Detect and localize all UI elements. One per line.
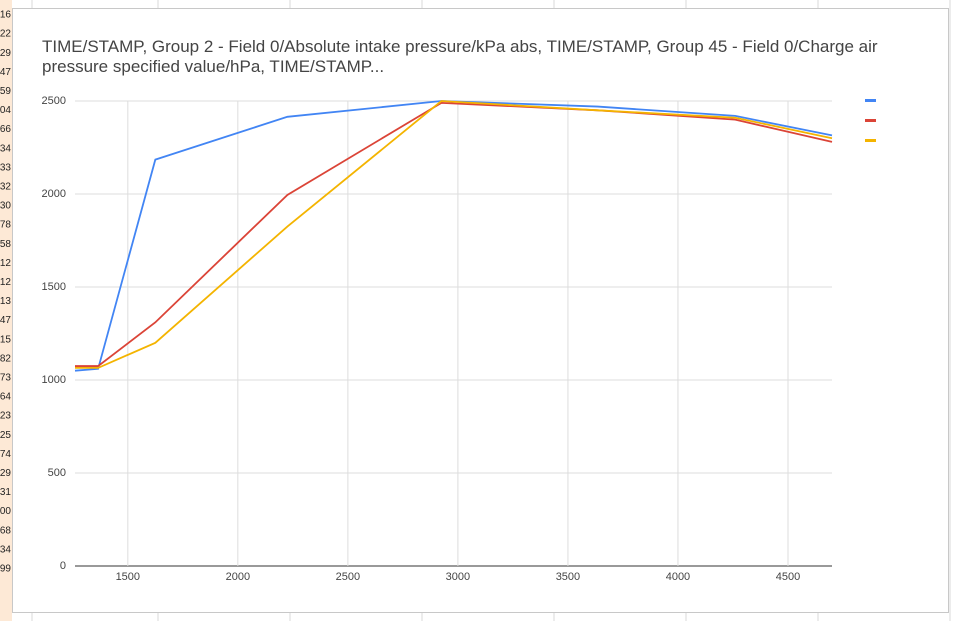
sheet-cell: 74: [0, 449, 11, 460]
sheet-cell: 782: [0, 353, 11, 364]
y-tick-label: 1000: [42, 374, 66, 386]
x-tick-label: 3500: [556, 571, 580, 583]
plot: 0 500 1000 1500 2000 2500 1500 2000 2500 3000 3500…: [42, 95, 876, 583]
sheet-cell: 978: [0, 220, 11, 231]
legend-swatch: [865, 99, 876, 102]
sheet-column: [0, 0, 12, 621]
x-tick-label: 4500: [776, 571, 800, 583]
legend-swatch: [865, 139, 876, 142]
sheet-cell: 33: [0, 162, 11, 173]
x-tick-label: 2000: [226, 571, 250, 583]
legend-swatch: [865, 119, 876, 122]
sheet-cell: 447: [0, 315, 11, 326]
x-tick-label: 1500: [116, 571, 140, 583]
sheet-cell: 34: [0, 544, 11, 555]
x-tick-label: 3000: [446, 571, 470, 583]
sheet-cell: 30: [0, 201, 11, 212]
y-tick-label: 0: [60, 560, 66, 572]
chart-title: TIME/STAMP, Group 2 - Field 0/Absolute i…: [42, 37, 878, 76]
series-line: [75, 100, 833, 369]
y-tick-label: 2500: [42, 95, 66, 107]
sheet-cell: 299: [0, 564, 11, 575]
sheet-cell: 164: [0, 392, 11, 403]
sheet-cell: 300: [0, 506, 11, 517]
sheet-cell: 347: [0, 67, 11, 78]
sheet-cell: 13: [0, 296, 11, 307]
x-tick-label: 2500: [336, 571, 360, 583]
sheet-cell: 259: [0, 86, 11, 97]
sheet-cell: 973: [0, 373, 11, 384]
x-tick-label: 4000: [666, 571, 690, 583]
sheet-cell: 25: [0, 430, 11, 441]
sheet-cell: 16: [0, 10, 11, 21]
sheet-cells: 16 22 29 347 259 704 566 34 33 32 30 978 358 12 12 13 44…: [0, 10, 11, 575]
y-tick-label: 1500: [42, 281, 66, 293]
sheet-cell: 12: [0, 258, 11, 269]
y-tick-label: 500: [48, 467, 66, 479]
y-tick-label: 2000: [42, 188, 66, 200]
sheet-cell: 468: [0, 525, 11, 536]
sheet-cell: 23: [0, 411, 11, 422]
sheet-cell: 15: [0, 334, 11, 345]
series-line: [75, 101, 833, 367]
sheet-cell: 31: [0, 487, 11, 498]
sheet-cell: 29: [0, 48, 11, 59]
sheet-cell: 32: [0, 182, 11, 193]
sheet-cell: 12: [0, 277, 11, 288]
series-line: [74, 100, 833, 372]
sheet-cell: 29: [0, 468, 11, 479]
chart-card[interactable]: [12, 8, 949, 613]
sheet-cell: 358: [0, 239, 11, 250]
sheet-cell: 704: [0, 105, 11, 116]
sheet-cell: 34: [0, 143, 11, 154]
sheet-cell: 22: [0, 29, 11, 40]
sheet-cell: 566: [0, 124, 11, 135]
